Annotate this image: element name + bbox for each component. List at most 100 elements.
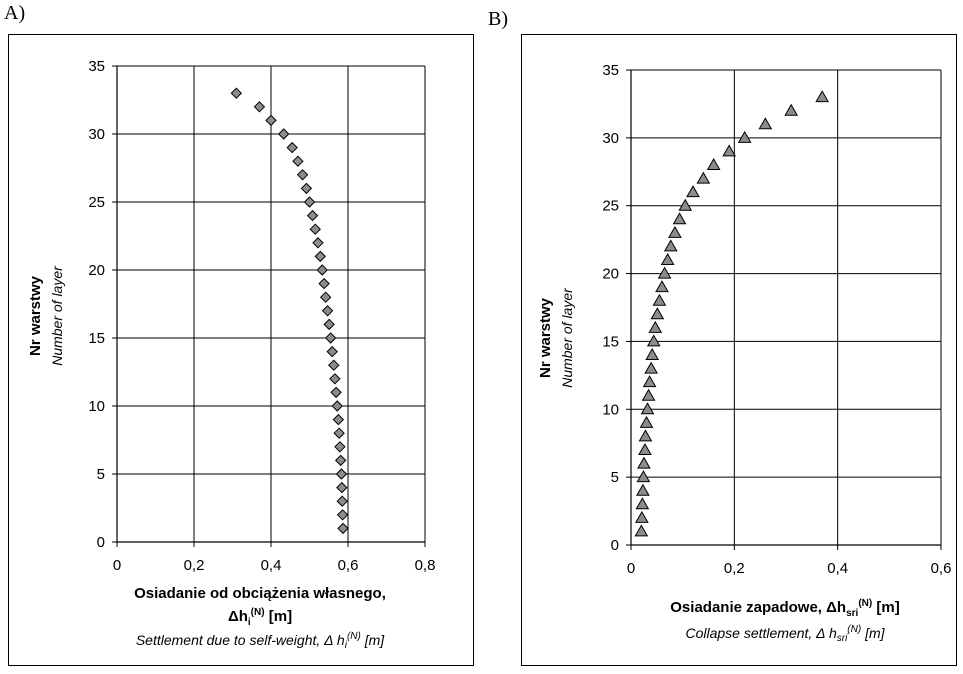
panel-b-data-point — [672, 212, 687, 225]
panel-b-y-tick-label: 15 — [602, 333, 619, 350]
panel-a-y-axis-label-en: Number of layer — [49, 265, 65, 366]
panel-a-data-point — [326, 345, 338, 358]
panel-a-data-point — [321, 305, 334, 317]
panel-b-data-point — [639, 415, 654, 428]
panel-a-data-point — [300, 182, 313, 195]
panel-a-data-point — [265, 114, 277, 127]
panel-a-data-point — [337, 522, 349, 535]
panel-b-data-point — [737, 130, 752, 143]
panel-a-data-point — [336, 495, 348, 507]
panel-a-x-tick-label: 0,4 — [261, 557, 282, 574]
panel-a-x-tick-label: 0,2 — [184, 557, 205, 574]
panel-b-data-point — [636, 483, 650, 496]
panel-b-data-point — [636, 470, 651, 483]
panel-b-data-point — [668, 225, 682, 238]
panel-a-data-point — [331, 400, 343, 412]
panel-b-data-point — [642, 375, 657, 388]
panel-b-data-point — [638, 429, 653, 442]
panel-a-data-point — [253, 101, 266, 113]
panel-b-data-point — [645, 347, 660, 360]
panel-a-x-axis-label-en: Settlement due to self-weight, Δ hi(N) [… — [136, 631, 385, 651]
panel-b-y-tick-label: 0 — [611, 537, 619, 554]
panel-a-y-tick-label: 30 — [88, 126, 105, 143]
panel-b-y-axis-label-en: Number of layer — [559, 287, 575, 388]
panel-b-x-tick-label: 0,2 — [724, 560, 745, 577]
panel-b-data-point — [646, 334, 661, 347]
panel-a-data-point — [312, 237, 324, 249]
panel-b-x-tick-label: 0,6 — [931, 560, 952, 577]
panel-b-data-point — [640, 402, 655, 415]
panel-a-data-point — [303, 196, 316, 208]
panel-b-x-axis-label-en: Collapse settlement, Δ hsri(N) [m] — [685, 624, 885, 644]
panel-b-y-tick-label: 25 — [602, 198, 619, 215]
panel-a-data-point — [230, 87, 243, 99]
panel-a-y-tick-label: 20 — [88, 262, 105, 279]
panel-a-data-point — [314, 250, 326, 263]
panel-b-data-point — [660, 252, 675, 265]
panel-a-data-point — [319, 291, 332, 303]
panel-a-data-point — [334, 441, 346, 453]
panel-a-y-tick-label: 0 — [97, 534, 105, 551]
panel-a-y-tick-label: 35 — [88, 58, 105, 75]
panel-b-y-tick-label: 20 — [602, 266, 619, 283]
panel-a-data-point — [296, 169, 309, 181]
panel-a-data-point — [334, 454, 347, 467]
panel-b-data-point — [784, 103, 799, 116]
panel-a-y-tick-label: 10 — [88, 398, 105, 415]
panel-b-data-point — [655, 280, 669, 293]
panel-a-data-point — [277, 128, 290, 140]
panel-a-x-axis-symbol: Δhi(N) [m] — [228, 607, 292, 628]
panel-b-data-point — [815, 90, 830, 103]
panel-a-data-point — [333, 427, 345, 439]
panel-a-y-tick-label: 5 — [97, 466, 105, 483]
panel-a-y-axis-label: Nr warstwy — [27, 275, 44, 356]
panel-a-data-point — [332, 413, 345, 426]
panel-b-data-point — [644, 361, 659, 374]
panel-b-data-point — [641, 388, 656, 401]
panel-b-x-tick-label: 0,4 — [827, 560, 848, 577]
panel-a-letter: A) — [4, 2, 26, 24]
panel-a-y-tick-label: 15 — [88, 330, 105, 347]
panel-b-data-point — [663, 239, 678, 252]
panel-b-x-tick-label: 0 — [627, 560, 635, 577]
panel-b-data-point — [638, 442, 652, 455]
panel-b-data-point — [678, 198, 693, 211]
panel-b-data-point — [650, 307, 665, 320]
panel-a-x-axis-label: Osiadanie od obciążenia własnego, — [134, 585, 386, 602]
panel-a-data-point — [336, 509, 349, 521]
panel-a-data-point — [306, 209, 319, 222]
panel-b-data-point — [696, 171, 711, 184]
panel-a-data-point — [316, 264, 328, 276]
panel-a-data-point — [330, 386, 342, 399]
panel-b-y-tick-label: 10 — [602, 401, 619, 418]
panel-b-data-point — [637, 456, 651, 469]
panel-b-frame — [521, 34, 957, 666]
panel-b-data-point — [635, 497, 650, 510]
panel-b-y-axis-label: Nr warstwy — [537, 297, 554, 378]
panel-b-data-point — [686, 185, 700, 198]
panel-a-data-point — [309, 223, 321, 235]
panel-b-y-tick-label: 5 — [611, 469, 619, 486]
panel-a-y-tick-label: 25 — [88, 194, 105, 211]
panel-b-data-point — [634, 510, 649, 523]
panel-a-data-point — [323, 318, 335, 331]
panel-a-frame — [8, 34, 474, 666]
panel-a-x-tick-label: 0,8 — [415, 557, 436, 574]
panel-b-data-point — [657, 266, 672, 279]
panel-b-data-point — [706, 157, 721, 170]
panel-b-data-point — [648, 320, 663, 333]
panel-b-data-point — [634, 524, 649, 537]
panel-a-data-point — [336, 481, 348, 494]
panel-b-data-point — [758, 117, 773, 130]
panel-a-x-tick-label: 0,6 — [338, 557, 359, 574]
panel-a-data-point — [318, 277, 330, 290]
panel-a-x-tick-label: 0 — [113, 557, 121, 574]
panel-b-x-axis-label: Osiadanie zapadowe, Δhsri(N) [m] — [670, 598, 899, 619]
panel-a-data-point — [292, 155, 304, 167]
panel-b-y-tick-label: 30 — [602, 130, 619, 147]
panel-b-y-tick-label: 35 — [602, 62, 619, 79]
panel-a-data-point — [329, 373, 341, 385]
panel-b-data-point — [722, 144, 737, 157]
panel-b-data-point — [652, 293, 667, 306]
